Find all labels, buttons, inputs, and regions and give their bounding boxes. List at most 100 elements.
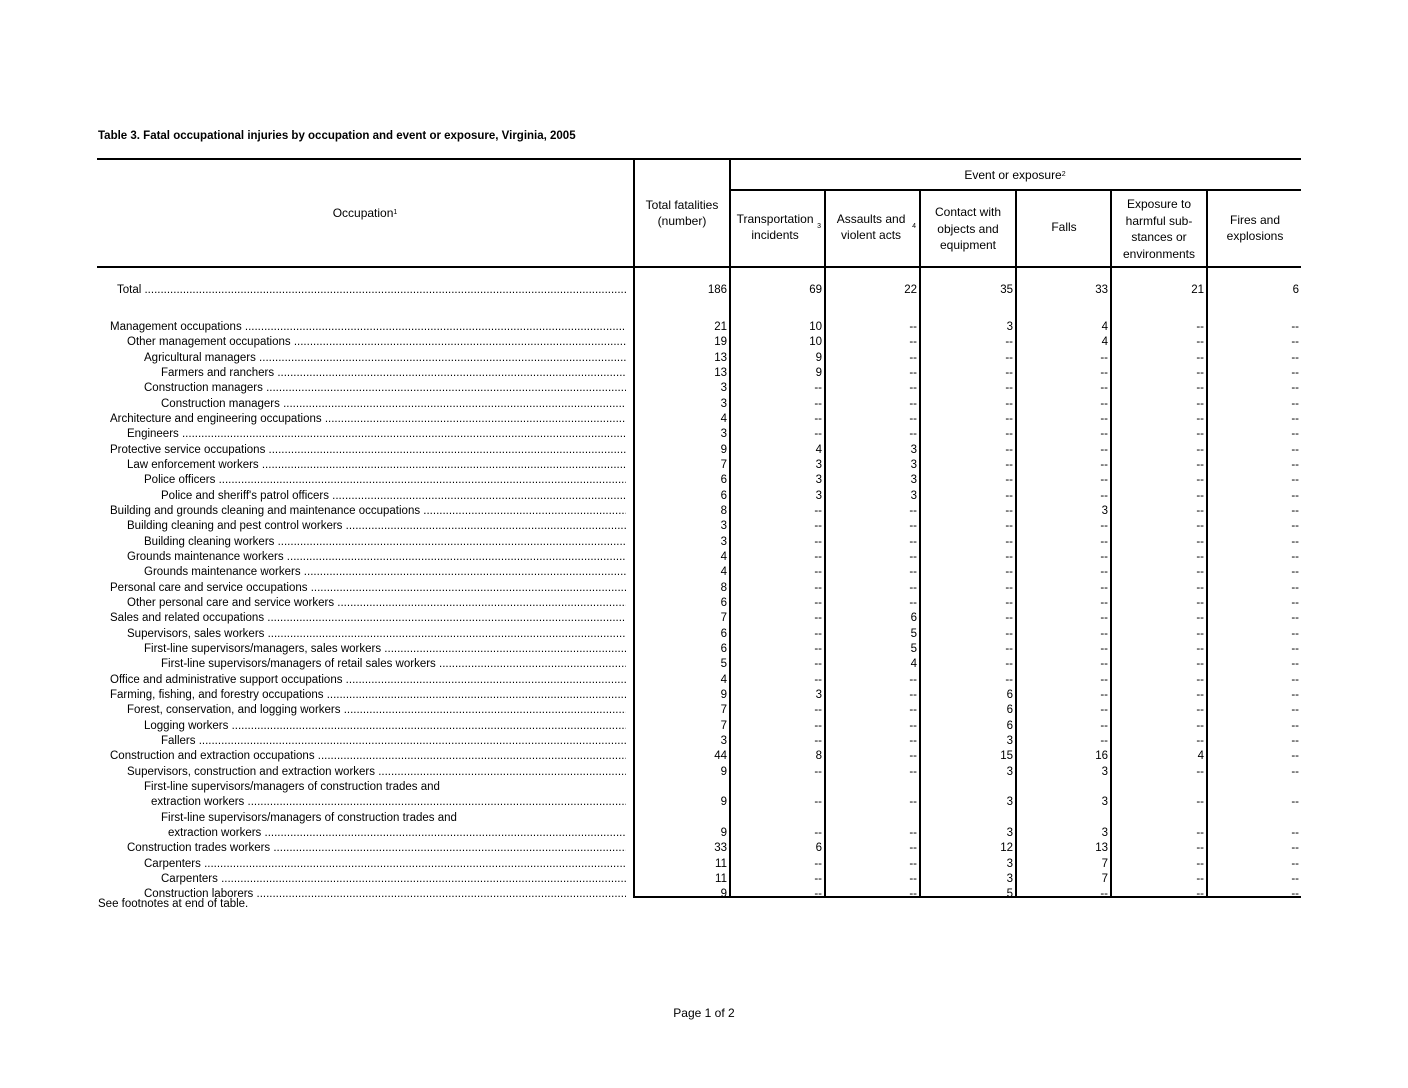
cell-value: --	[909, 750, 917, 763]
footnote-mark: 2	[1061, 170, 1066, 178]
cell-value: --	[909, 688, 917, 701]
cell-value: --	[1196, 550, 1204, 563]
cell-value: --	[814, 504, 822, 517]
cell-value: --	[1291, 504, 1299, 517]
row-label-line: Protective service occupations	[110, 443, 626, 458]
cell-value: --	[1005, 535, 1013, 548]
cell-value: 3	[1006, 321, 1013, 333]
row-label: Carpenters	[144, 857, 626, 872]
row-label-line: Engineers	[127, 427, 626, 442]
cell-value: --	[1291, 321, 1299, 333]
cell-value: --	[1291, 366, 1299, 379]
cell-value: --	[1005, 596, 1013, 609]
cell-value: 6	[910, 612, 917, 625]
cell-value: --	[909, 842, 917, 855]
cell-value: 9	[815, 351, 822, 364]
cell-value: 11	[715, 857, 727, 870]
cell-value: --	[1196, 520, 1204, 533]
row-label: Engineers	[127, 427, 626, 442]
cell-value: --	[814, 627, 822, 640]
cell-value: --	[1196, 443, 1204, 456]
cell-value: --	[814, 719, 822, 732]
cell-value: --	[1291, 351, 1299, 364]
cell-value: --	[909, 520, 917, 533]
cell-value: --	[1100, 673, 1108, 686]
cell-value: 3	[910, 474, 917, 487]
row-label-line: Construction and extraction occupations	[110, 749, 626, 764]
cell-value: --	[1291, 550, 1299, 563]
row-label: Construction laborers	[144, 887, 626, 902]
cell-value: --	[1291, 796, 1299, 809]
cell-value: 33	[714, 842, 727, 855]
cell-value: 186	[707, 284, 727, 296]
row-label-line: Other management occupations	[127, 335, 626, 350]
cell-value: --	[814, 642, 822, 655]
cell-value: --	[1005, 581, 1013, 594]
cell-value: 3	[1101, 504, 1108, 517]
cell-value: --	[1100, 627, 1108, 640]
row-label-line: Sales and related occupations	[110, 611, 626, 626]
row-label: Carpenters	[161, 872, 626, 887]
row-label: Architecture and engineering occupations	[110, 412, 626, 427]
cell-value: --	[1100, 474, 1108, 487]
cell-value: 3	[720, 428, 727, 441]
cell-value: --	[1291, 642, 1299, 655]
cell-value: --	[1196, 351, 1204, 364]
cell-value: 6	[720, 489, 727, 502]
col-divider	[633, 159, 635, 267]
header-fires: Fires and explosions	[1226, 212, 1284, 244]
header-bottom-rule	[97, 266, 1301, 268]
cell-value: --	[814, 581, 822, 594]
cell-value: --	[909, 796, 917, 809]
cell-value: --	[814, 397, 822, 410]
row-label-line: Grounds maintenance workers	[144, 565, 626, 580]
col-divider	[919, 190, 921, 267]
cell-value: --	[1196, 581, 1204, 594]
row-label: Building cleaning and pest control worke…	[127, 519, 626, 534]
cell-value: 3	[1101, 826, 1108, 839]
cell-value: 3	[910, 458, 917, 471]
cell-value: --	[1196, 535, 1204, 548]
cell-value: --	[1005, 673, 1013, 686]
cell-value: --	[909, 504, 917, 517]
row-label-line: Building cleaning and pest control worke…	[127, 519, 626, 534]
cell-value: 3	[1006, 826, 1013, 839]
cell-value: 7	[1101, 872, 1108, 885]
cell-value: 10	[809, 336, 822, 349]
cell-value: 6	[720, 596, 727, 609]
row-label: Farming, fishing, and forestry occupatio…	[110, 688, 626, 703]
cell-value: --	[814, 535, 822, 548]
cell-value: 5	[720, 658, 727, 671]
cell-value: --	[814, 658, 822, 671]
row-label: Construction and extraction occupations	[110, 749, 626, 764]
cell-value: 21	[1191, 284, 1204, 296]
cell-value: --	[1005, 642, 1013, 655]
cell-value: 7	[720, 704, 727, 717]
row-label-line: Grounds maintenance workers	[127, 550, 626, 565]
row-label-line: Construction managers	[161, 397, 626, 412]
header-assaults-text: Assaults and violent acts	[836, 211, 906, 243]
cell-value: 6	[720, 474, 727, 487]
cell-value: 3	[1101, 765, 1108, 778]
cell-value: --	[1291, 489, 1299, 502]
cell-value: 12	[1000, 842, 1013, 855]
cell-value: 3	[720, 734, 727, 747]
cell-value: --	[1005, 489, 1013, 502]
cell-value: 6	[720, 627, 727, 640]
cell-value: 3	[910, 489, 917, 502]
cell-value: --	[1196, 734, 1204, 747]
col-divider	[633, 267, 635, 897]
cell-value: --	[1005, 382, 1013, 395]
row-label-line: Management occupations	[110, 320, 626, 335]
header-occupation: Occupation 1	[97, 198, 633, 228]
row-label-line: Building cleaning workers	[144, 535, 626, 550]
row-label-line: Personal care and service occupations	[110, 581, 626, 596]
cell-value: --	[1005, 658, 1013, 671]
cell-value: --	[1100, 458, 1108, 471]
row-label-line: Construction managers	[144, 381, 626, 396]
cell-value: --	[909, 826, 917, 839]
cell-value: --	[814, 704, 822, 717]
cell-value: 9	[720, 688, 727, 701]
row-label: First-line supervisors/managers, sales w…	[144, 642, 626, 657]
